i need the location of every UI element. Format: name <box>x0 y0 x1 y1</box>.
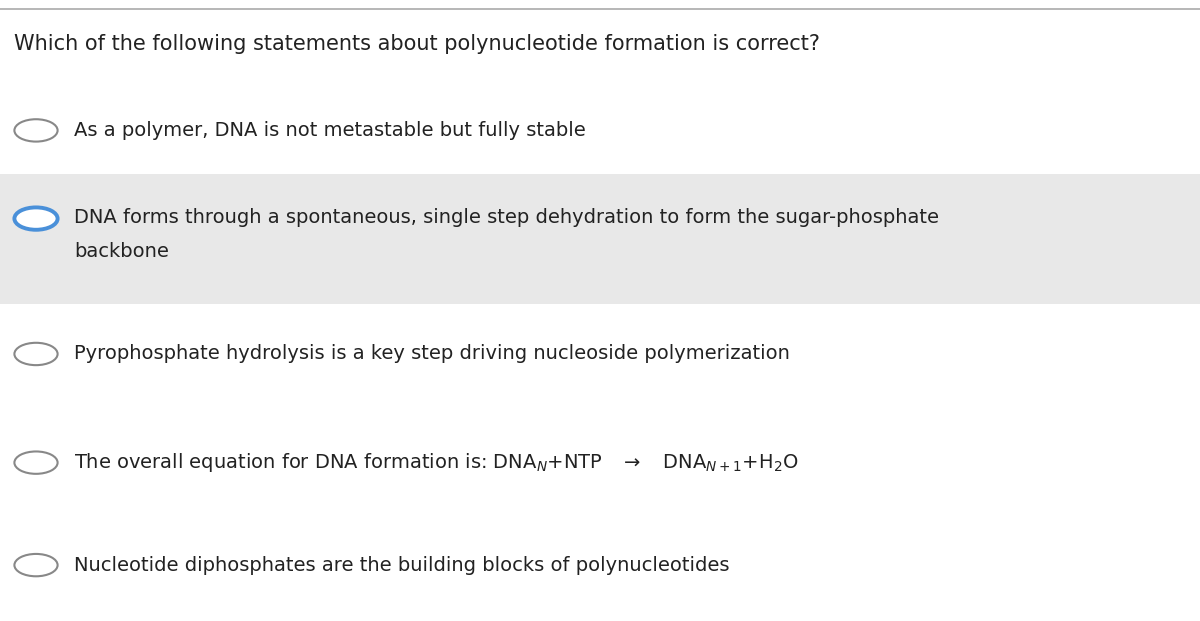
Circle shape <box>14 554 58 576</box>
Text: Nucleotide diphosphates are the building blocks of polynucleotides: Nucleotide diphosphates are the building… <box>74 556 730 574</box>
FancyBboxPatch shape <box>0 174 1200 304</box>
Text: DNA forms through a spontaneous, single step dehydration to form the sugar-phosp: DNA forms through a spontaneous, single … <box>74 207 940 227</box>
Text: As a polymer, DNA is not metastable but fully stable: As a polymer, DNA is not metastable but … <box>74 121 586 140</box>
Circle shape <box>14 207 58 230</box>
Text: The overall equation for DNA formation is: DNA$_N$+NTP   $\rightarrow$   DNA$_{N: The overall equation for DNA formation i… <box>74 451 799 474</box>
Circle shape <box>14 119 58 142</box>
Text: Pyrophosphate hydrolysis is a key step driving nucleoside polymerization: Pyrophosphate hydrolysis is a key step d… <box>74 345 791 363</box>
Circle shape <box>14 451 58 474</box>
Text: Which of the following statements about polynucleotide formation is correct?: Which of the following statements about … <box>14 34 821 54</box>
Text: backbone: backbone <box>74 242 169 261</box>
Circle shape <box>14 343 58 365</box>
